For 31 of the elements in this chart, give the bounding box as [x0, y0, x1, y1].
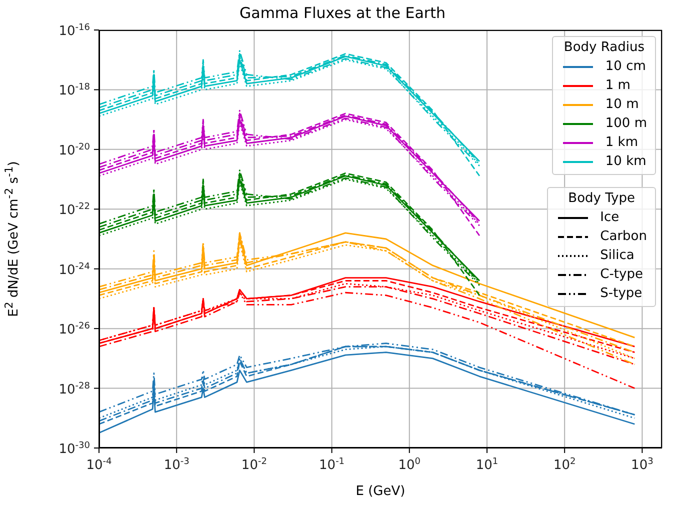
y-tick-label: 10$^{-20}$ [58, 142, 90, 158]
annotation: Body Type [567, 191, 636, 206]
legend-label: 10 m [605, 97, 639, 112]
y-tick-label: 10$^{-26}$ [58, 322, 90, 338]
annotation: C-type [600, 267, 643, 282]
x-axis-title: E (GeV) [354, 484, 406, 499]
x-tick-label: 10$^{0}$ [398, 457, 421, 473]
x-tick-label: 10$^{-4}$ [86, 457, 112, 473]
legend-label: 100 m [605, 116, 647, 131]
legend-label: 1 m [605, 78, 630, 93]
legend-label: 10 km [605, 154, 646, 169]
legend-label: 10 cm [605, 59, 646, 74]
legend-title: Body Radius [562, 40, 646, 55]
x-tick-label: 10$^{3}$ [631, 457, 654, 473]
annotation: Carbon [600, 229, 647, 244]
x-tick-label: 10$^{-2}$ [241, 457, 267, 473]
legend-label: 1 km [605, 135, 638, 150]
y-tick-label: 10$^{-30}$ [58, 441, 90, 457]
y-tick-label: 10$^{-24}$ [58, 262, 90, 278]
x-tick-label: 10$^{-1}$ [319, 457, 345, 473]
annotation: S-type [600, 286, 642, 301]
y-tick-label: 10$^{-16}$ [58, 23, 90, 39]
y-tick-label: 10$^{-22}$ [58, 202, 90, 218]
x-tick-label: 10$^{1}$ [476, 457, 498, 473]
x-tick-label: 10$^{-3}$ [164, 457, 190, 473]
x-tick-label: 10$^{2}$ [553, 457, 576, 473]
annotation: Ice [600, 210, 620, 225]
y-tick-label: 10$^{-18}$ [58, 82, 90, 99]
annotation: Silica [600, 248, 634, 263]
chart-title: Gamma Fluxes at the Earth [238, 4, 446, 22]
y-tick-label: 10$^{-28}$ [58, 381, 90, 398]
